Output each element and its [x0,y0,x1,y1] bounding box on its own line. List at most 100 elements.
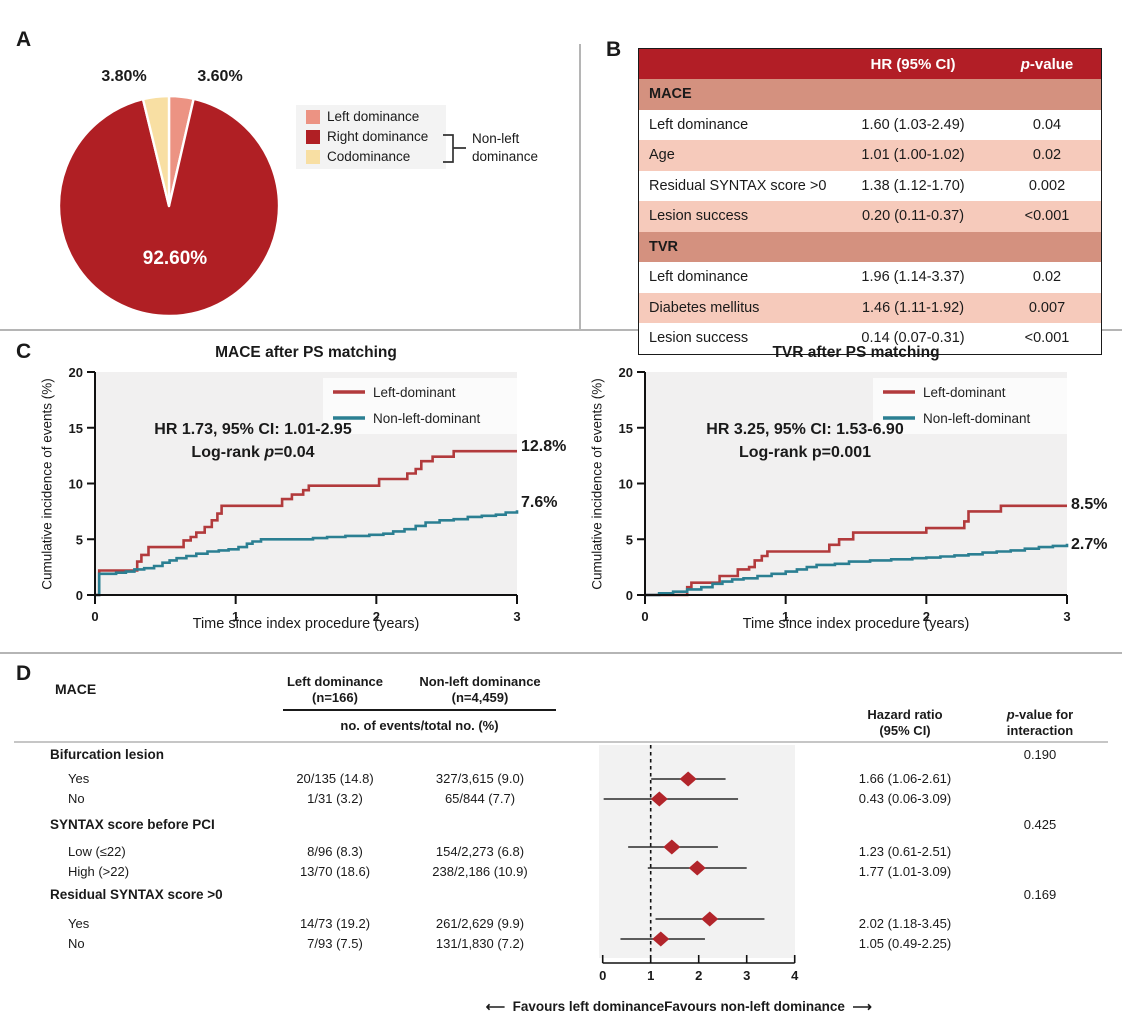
d-hr-header-line2: (95% CI) [879,723,931,738]
y-tick-label: 15 [69,421,83,436]
km2-hr-annotation: HR 3.25, 95% CI: 1.53-6.90 [706,421,904,438]
panel-c-label: C [16,340,32,363]
favours-left-label: ⟵ Favours left dominance [455,999,695,1015]
table-row: Lesion success 0.14 (0.07-0.31) <0.001 [639,323,1101,354]
legend-item-codominance: Codominance [306,149,446,165]
km1-title: MACE after PS matching [215,344,397,361]
row-pvalue: <0.001 [1024,330,1070,347]
d-col1-header-line1: Left dominance [286,674,384,689]
d-row-label: No [68,936,85,951]
table-row: Age 1.01 (1.00-1.02) 0.02 [639,140,1101,171]
km2-endlabel-left-dominant: 8.5% [1071,496,1108,513]
table-row: TVR [639,231,1101,262]
divider-horizontal-ab-c [0,329,1122,331]
d-row-label: Yes [68,916,90,931]
row-label: Left dominance [649,269,749,286]
table-row: Diabetes mellitus 1.46 (1.11-1.92) 0.007 [639,292,1101,323]
forest-diamond [650,791,668,807]
d-col2-header-line1: Non-left dominance [419,674,541,689]
right-arrow-icon: ⟶ [852,999,872,1014]
non-left-bracket [443,134,466,163]
km2-title: TVR after PS matching [772,344,940,361]
x-tick-label: 0 [641,609,648,624]
legend-label: Non-left-dominant [923,411,1031,426]
y-tick-label: 20 [619,365,633,380]
left-arrow-icon: ⟵ [485,999,506,1014]
d-col2-header-line2: (n=4,459) [451,690,509,705]
legend-box [323,378,517,434]
d-row-label: Low (≤22) [68,844,126,859]
x-tick-label: 2 [923,609,930,624]
row-hr: 1.46 (1.11-1.92) [861,299,965,316]
logrank-rest: =0.04 [274,444,315,461]
divider-horizontal-c-d [0,652,1122,654]
d-outcome-label: MACE [55,681,97,697]
km-curve-non-left-dominant [95,510,519,597]
km1-logrank-annotation: Log-rank p=0.04 [113,444,393,462]
row-label: Age [649,147,675,164]
table-row: Left dominance 1.96 (1.14-3.37) 0.02 [639,262,1101,293]
row-pvalue: 0.02 [1032,269,1062,286]
panel-d-label: D [16,662,32,685]
km2-logrank-annotation: Log-rank p=0.001 [665,444,945,462]
x-tick-label: 3 [1063,609,1070,624]
x-tick-label: 1 [782,609,789,624]
logrank-rest: =0.001 [821,444,872,461]
y-tick-label: 5 [76,532,83,547]
d-left-dominance-value: 14/73 (19.2) [299,916,371,931]
d-events-underline [283,709,556,711]
forest-diamond [679,771,697,787]
header-pvalue: p-value [997,56,1097,73]
row-label: Diabetes mellitus [649,299,760,316]
row-label: MACE [649,86,692,103]
legend-box [873,378,1067,434]
logrank-prefix: Log-rank [738,444,812,461]
row-hr: 1.01 (1.00-1.02) [861,147,965,164]
row-label: TVR [649,238,678,255]
tvr-km-chart: Left-dominant Non-left-dominant 0 5 10 15 20 0 1… [619,365,1071,624]
d-left-dominance-value: 13/70 (18.6) [299,864,371,879]
forest-tick-label: 0 [599,968,606,983]
y-tick-label: 20 [69,365,83,380]
legend-item-label: Codominance [327,149,411,164]
p-italic: p [1006,707,1015,722]
pie-slice-right-dominance [58,97,280,318]
d-pint-header-line1: p-value for [975,707,1105,722]
d-events-header: no. of events/total no. (%) [340,718,499,733]
x-tick-label: 3 [513,609,520,624]
d-pint-header-line2: interaction [1006,723,1074,738]
bracket-label-line2: dominance [472,149,539,164]
header-hr: HR (95% CI) [870,55,956,73]
row-hr: 0.20 (0.11-0.37) [861,208,965,225]
p-italic: p [1020,55,1030,73]
forest-background [599,745,795,958]
km1-xlabel: Time since index procedure (years) [192,616,420,632]
row-label: Residual SYNTAX score >0 [649,177,827,194]
y-tick-label: 5 [626,532,633,547]
cox-regression-table: HR (95% CI) p-value MACE Left dominance 1.… [638,48,1102,355]
pie-inside-label: 92.60% [142,248,208,269]
forest-tick-label: 2 [695,968,702,983]
table-row: Lesion success 0.20 (0.11-0.37) <0.001 [639,201,1101,232]
legend-item-right-dominance: Right dominance [306,129,446,145]
table-row: MACE [639,79,1101,110]
logrank-p: p [811,444,822,461]
dominance-pie-chart [58,95,280,318]
d-left-dominance-value: 20/135 (14.8) [296,771,374,786]
row-pvalue: 0.007 [1028,299,1066,316]
bracket-label-line1: Non-left [472,131,520,146]
row-pvalue: 0.02 [1032,147,1062,164]
legend-swatch [306,150,320,164]
d-non-left-dominance-value: 131/1,830 (7.2) [435,936,525,951]
d-non-left-dominance-value: 327/3,615 (9.0) [435,771,525,786]
favours-right-label: Favours non-left dominance ⟶ [648,999,888,1015]
forest-tick-label: 3 [743,968,750,983]
forest-tick-label: 1 [647,968,654,983]
legend-item-left-dominance: Left dominance [306,109,446,125]
legend-label: Left-dominant [373,385,456,400]
row-hr: 1.60 (1.03-2.49) [861,116,965,133]
d-row-label: High (>22) [68,864,130,879]
row-pvalue: 0.04 [1032,116,1062,133]
d-group-label: SYNTAX score before PCI [50,817,215,832]
